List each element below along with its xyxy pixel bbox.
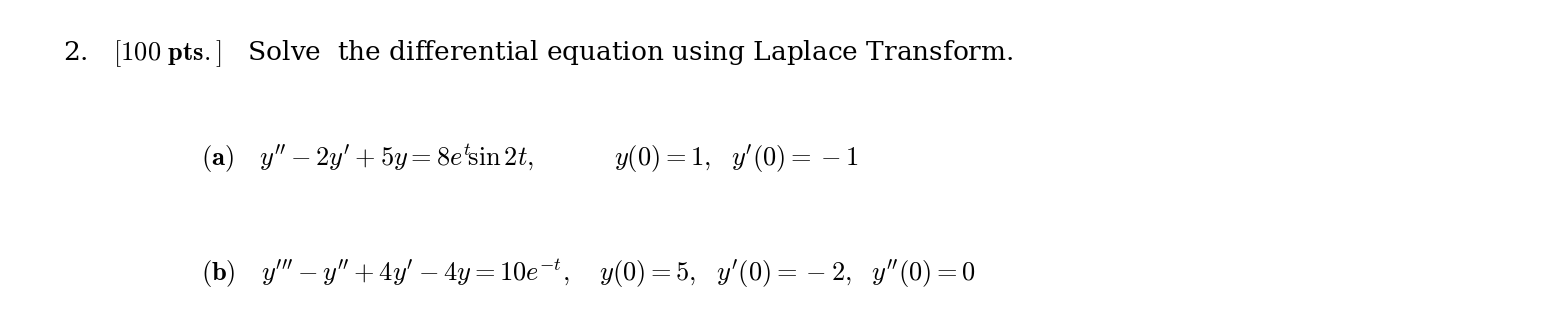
Text: $\mathbf{(b)}$   $y''' - y'' + 4y' - 4y = 10e^{-t},$   $y(0) = 5,\ \ y'(0) = -2,: $\mathbf{(b)}$ $y''' - y'' + 4y' - 4y = … xyxy=(202,257,976,290)
Text: $\mathbf{(a)}$   $y'' - 2y' + 5y = 8e^t\!\sin 2t,$         $y(0) = 1,\ \ y'(0) =: $\mathbf{(a)}$ $y'' - 2y' + 5y = 8e^t\!\… xyxy=(202,141,859,175)
Text: 2.   $\mathbf{[100\ pts.]}$   Solve  the differential equation using Laplace Tra: 2. $\mathbf{[100\ pts.]}$ Solve the diff… xyxy=(63,39,1013,69)
